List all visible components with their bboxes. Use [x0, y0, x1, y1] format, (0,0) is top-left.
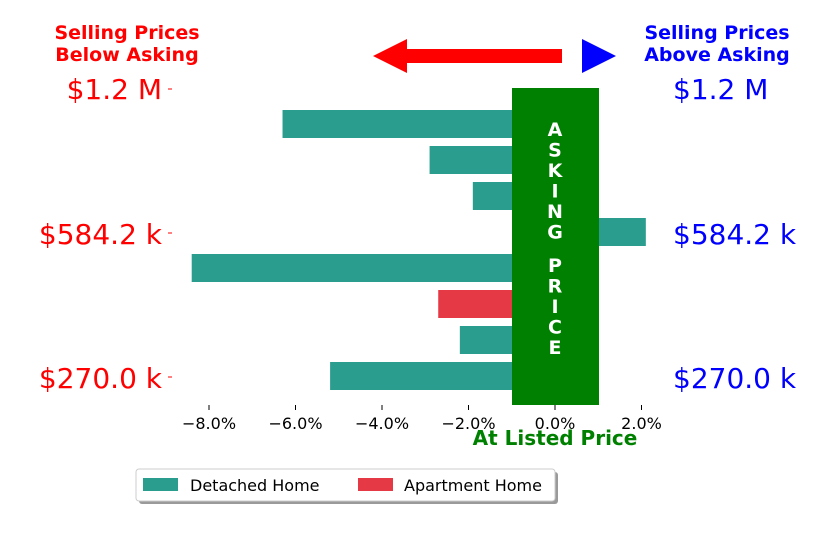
x-axis: −8.0% −6.0% −4.0% −2.0% 0.0% 2.0% — [182, 405, 662, 433]
x-tick-label-1: −6.0% — [268, 414, 322, 433]
x-tick-label-2: −4.0% — [355, 414, 409, 433]
left-arrow-icon — [373, 39, 562, 73]
right-price-top: $1.2 M — [673, 73, 768, 106]
bar-detached-4 — [191, 254, 555, 282]
band-letter-2: K — [548, 160, 564, 182]
band-letter-9: I — [551, 296, 558, 318]
left-price-mid: $584.2 k — [39, 218, 163, 251]
right-price-mid: $584.2 k — [673, 218, 797, 251]
band-letter-0: A — [548, 119, 563, 141]
band-letter-5: G — [547, 222, 563, 244]
x-tick-label-5: 2.0% — [621, 414, 662, 433]
left-header-line-2: Below Asking — [55, 44, 198, 66]
y-tick-marks — [168, 88, 172, 378]
right-arrow-icon — [582, 39, 616, 73]
bar-detached-0 — [282, 110, 555, 138]
x-tick-label-3: −2.0% — [441, 414, 495, 433]
x-axis-label: At Listed Price — [473, 426, 638, 450]
band-letter-3: I — [551, 181, 558, 203]
legend-box — [135, 468, 556, 502]
band-letter-7: P — [548, 255, 562, 277]
legend-swatch-detached — [143, 478, 178, 491]
band-letter-10: C — [548, 317, 562, 339]
left-price-top: $1.2 M — [67, 73, 162, 106]
right-header-line-2: Above Asking — [644, 44, 790, 66]
legend: Detached Home Apartment Home — [135, 468, 558, 504]
band-letter-8: R — [548, 276, 563, 298]
legend-label-apartment: Apartment Home — [404, 476, 542, 495]
x-tick-label-4: 0.0% — [535, 414, 576, 433]
band-letter-4: N — [547, 201, 563, 223]
legend-label-detached: Detached Home — [190, 476, 320, 495]
band-letter-11: E — [549, 337, 562, 359]
left-price-bottom: $270.0 k — [39, 362, 163, 395]
legend-swatch-apartment — [358, 478, 393, 491]
asking-price-band — [512, 88, 599, 405]
left-header-line-1: Selling Prices — [54, 22, 199, 44]
x-tick-label-0: −8.0% — [182, 414, 236, 433]
right-header-line-1: Selling Prices — [644, 22, 789, 44]
right-price-bottom: $270.0 k — [673, 362, 797, 395]
band-letter-1: S — [548, 140, 562, 162]
